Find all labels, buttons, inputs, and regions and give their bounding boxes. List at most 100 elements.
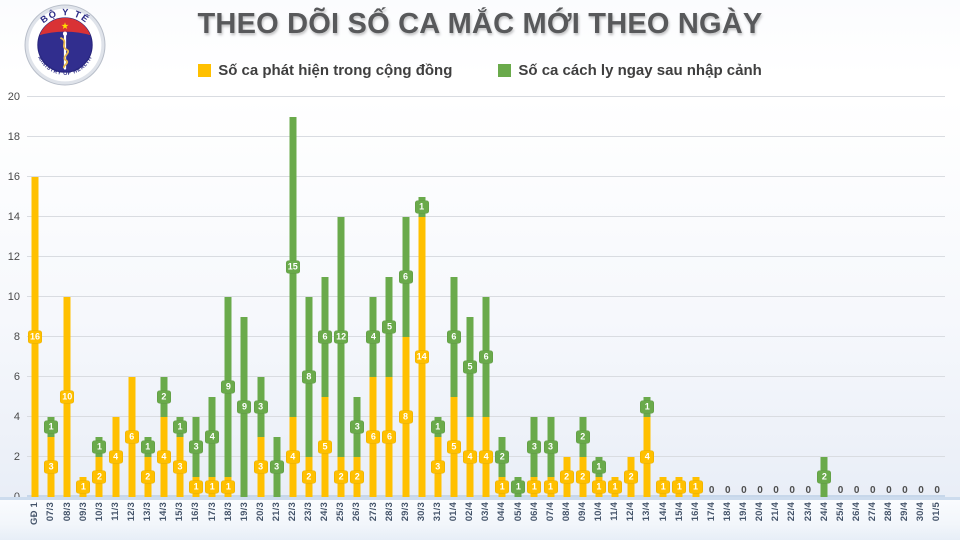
bar-value-label: 1 (173, 420, 188, 434)
x-tick-label: 13/4 (641, 502, 653, 522)
gridline (27, 296, 945, 297)
bar-value-label: 10 (60, 390, 75, 404)
bar-value-label: 3 (253, 400, 268, 414)
x-axis-slot: 20/3 (253, 502, 269, 540)
bar-value-label: 1 (511, 480, 526, 494)
bar-value-label: 4 (285, 450, 300, 464)
zero-value-label: 0 (789, 485, 795, 496)
x-tick-label: 18/4 (722, 502, 733, 522)
plot-area: 16 3 1 10 1 2 1 4 6 2 1 4 2 3 1 1 3 1 4 1 9 9 3 3 3 4 15 2 8 5 6 2 12 2 3 6… (27, 96, 945, 497)
x-tick-label: 10/4 (593, 502, 605, 522)
y-tick-label: 18 (7, 131, 20, 143)
zero-value-label: 0 (805, 485, 812, 496)
x-axis-slot: 27/3 (365, 502, 381, 540)
x-axis-slot: 25/3 (333, 502, 349, 540)
x-tick-label: 25/4 (834, 502, 846, 522)
x-tick-label: 17/3 (206, 502, 218, 522)
bar-value-label: 3 (189, 440, 204, 454)
x-tick-label: 12/3 (125, 502, 137, 522)
x-tick-label: 31/3 (432, 502, 444, 522)
gridline (27, 256, 945, 257)
bar-value-label: 6 (366, 430, 381, 444)
bar-value-label: 4 (156, 450, 171, 464)
bar-slot: 0 (897, 97, 913, 497)
x-axis: GĐ 1 07/3 08/3 09/3 10/3 11/3 12/3 13/3 14/3 15/3… (27, 502, 945, 540)
bar-value-label: 4 (640, 450, 655, 464)
bar-slot: 0 (881, 97, 897, 497)
logo-star-icon: ★ (61, 21, 69, 31)
bar-slot: 0 (849, 97, 865, 497)
gridline (27, 96, 945, 97)
x-axis-slot: 24/4 (816, 502, 832, 540)
x-tick-label: 13/3 (142, 502, 154, 522)
bar-value-label: 2 (92, 470, 107, 484)
bar-value-label: 8 (301, 370, 316, 384)
bar-slot: 1 (510, 97, 526, 497)
x-axis-slot: 11/4 (607, 502, 623, 540)
x-tick-label: 09/4 (577, 502, 589, 522)
legend-item-quarantine: Số ca cách ly ngay sau nhập cảnh (498, 62, 762, 79)
bar-value-label: 9 (237, 400, 252, 414)
bar-value-label: 4 (366, 330, 381, 344)
x-tick-label: 29/4 (899, 502, 911, 522)
zero-value-label: 0 (902, 485, 908, 496)
x-tick-label: 11/4 (609, 502, 621, 521)
x-tick-label: 03/4 (480, 502, 492, 522)
bar-value-label: 4 (463, 450, 477, 464)
x-tick-label: 14/4 (657, 502, 669, 522)
bar-value-label: 2 (334, 470, 349, 484)
bar-value-label: 1 (44, 420, 59, 434)
x-axis-slot: 03/4 (478, 502, 494, 540)
bar-value-label: 2 (350, 470, 365, 484)
bar-value-label: 3 (173, 460, 188, 474)
gridline (27, 216, 945, 217)
x-axis-slot: 09/4 (575, 502, 591, 540)
legend-swatch-quarantine (498, 63, 512, 77)
x-axis-slot: 13/4 (639, 502, 655, 540)
x-tick-label: 19/4 (738, 502, 750, 522)
bar-value-label: 1 (189, 480, 204, 494)
y-tick-label: 2 (13, 451, 20, 463)
bar-value-label: 3 (253, 460, 268, 474)
zero-value-label: 0 (918, 485, 924, 496)
zero-value-label: 0 (757, 485, 763, 496)
x-axis-slot: 10/3 (91, 502, 107, 540)
x-axis-slot: GĐ 1 (27, 502, 43, 540)
bar-value-label: 1 (607, 480, 622, 494)
x-axis-slot: 29/4 (897, 502, 913, 540)
y-tick-label: 8 (13, 331, 20, 343)
x-tick-label: 09/3 (77, 502, 89, 522)
bar-value-label: 3 (527, 440, 542, 454)
bar-value-label: 2 (140, 470, 155, 484)
x-axis-slot: 01/4 (446, 502, 462, 540)
x-axis-slot: 21/4 (768, 502, 784, 540)
x-tick-label: 27/3 (367, 502, 379, 522)
zero-value-label: 0 (741, 485, 747, 496)
bar-slot: 2 (816, 97, 832, 497)
bar-value-label: 6 (446, 330, 461, 344)
x-axis-slot: 14/3 (156, 502, 172, 540)
bar-slot: 4 (108, 97, 124, 497)
gridline (27, 136, 945, 137)
x-tick-label: 27/4 (866, 502, 878, 522)
bar-slot: 0 (752, 97, 768, 497)
x-tick-label: 12/4 (625, 502, 637, 522)
bar-value-label: 6 (398, 270, 413, 284)
bar-slot: 1 (687, 97, 703, 497)
x-tick-label: 06/4 (528, 502, 540, 522)
bar-value-label: 2 (575, 430, 590, 444)
x-axis-slot: 27/4 (865, 502, 881, 540)
x-axis-slot: 19/4 (736, 502, 752, 540)
x-tick-label: 15/3 (174, 502, 186, 522)
bar-value-label: 4 (108, 450, 123, 464)
bar-slot: 0 (704, 97, 720, 497)
